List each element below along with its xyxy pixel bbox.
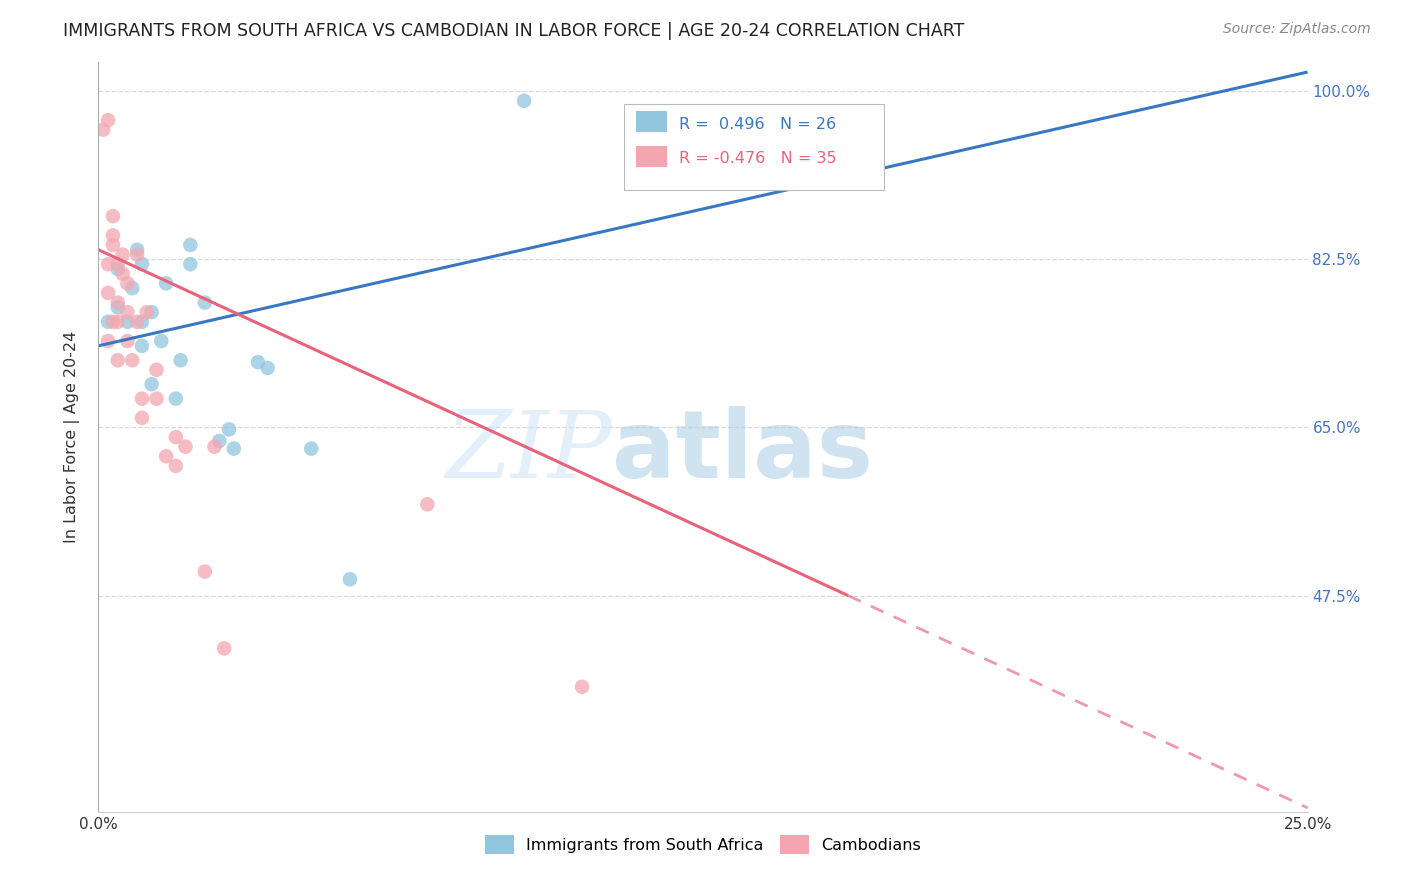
Point — [222, 442, 245, 456]
FancyBboxPatch shape — [624, 103, 884, 190]
Text: R = -0.476   N = 35: R = -0.476 N = 35 — [679, 151, 837, 166]
Point — [131, 257, 153, 271]
Point — [107, 315, 129, 329]
Point — [179, 238, 201, 252]
Point — [117, 277, 139, 291]
Point — [107, 353, 129, 368]
Point — [247, 355, 270, 369]
Point — [194, 565, 217, 579]
Point — [127, 243, 149, 257]
Point — [97, 315, 120, 329]
Point — [101, 238, 124, 252]
Point — [145, 392, 167, 406]
Point — [121, 353, 143, 368]
Text: atlas: atlas — [613, 406, 873, 498]
Point — [107, 257, 129, 271]
Text: R =  0.496   N = 26: R = 0.496 N = 26 — [679, 117, 837, 132]
Point — [121, 281, 143, 295]
Point — [131, 315, 153, 329]
Point — [111, 247, 134, 261]
Point — [155, 450, 177, 464]
Point — [141, 305, 163, 319]
Point — [91, 122, 114, 136]
Point — [339, 572, 361, 586]
Bar — [637, 146, 666, 168]
Point — [155, 277, 177, 291]
Point — [141, 377, 163, 392]
Point — [299, 442, 322, 456]
Point — [131, 392, 153, 406]
Point — [101, 315, 124, 329]
Point — [107, 301, 129, 315]
Point — [117, 315, 139, 329]
Point — [169, 353, 191, 368]
Point — [212, 641, 235, 656]
Point — [127, 247, 149, 261]
Point — [101, 209, 124, 223]
Point — [256, 360, 278, 375]
Point — [204, 440, 226, 454]
Point — [131, 339, 153, 353]
Point — [135, 305, 157, 319]
Point — [165, 430, 187, 444]
Point — [97, 285, 120, 300]
Point — [97, 257, 120, 271]
Point — [218, 422, 240, 436]
Point — [165, 458, 187, 473]
Text: Source: ZipAtlas.com: Source: ZipAtlas.com — [1223, 22, 1371, 37]
Point — [150, 334, 173, 348]
Legend: Immigrants from South Africa, Cambodians: Immigrants from South Africa, Cambodians — [478, 829, 928, 860]
Point — [111, 267, 134, 281]
Point — [174, 440, 197, 454]
Point — [97, 334, 120, 348]
Point — [127, 315, 149, 329]
Bar — [637, 112, 666, 132]
Point — [101, 228, 124, 243]
Point — [571, 680, 593, 694]
Y-axis label: In Labor Force | Age 20-24: In Labor Force | Age 20-24 — [63, 331, 80, 543]
Text: ZIP: ZIP — [446, 407, 613, 497]
Point — [97, 113, 120, 128]
Point — [107, 295, 129, 310]
Point — [131, 410, 153, 425]
Point — [145, 363, 167, 377]
Point — [513, 94, 536, 108]
Point — [117, 305, 139, 319]
Point — [107, 262, 129, 277]
Point — [194, 295, 217, 310]
Point — [416, 497, 439, 511]
Point — [179, 257, 201, 271]
Point — [165, 392, 187, 406]
Point — [208, 434, 231, 448]
Text: IMMIGRANTS FROM SOUTH AFRICA VS CAMBODIAN IN LABOR FORCE | AGE 20-24 CORRELATION: IMMIGRANTS FROM SOUTH AFRICA VS CAMBODIA… — [63, 22, 965, 40]
Point — [117, 334, 139, 348]
